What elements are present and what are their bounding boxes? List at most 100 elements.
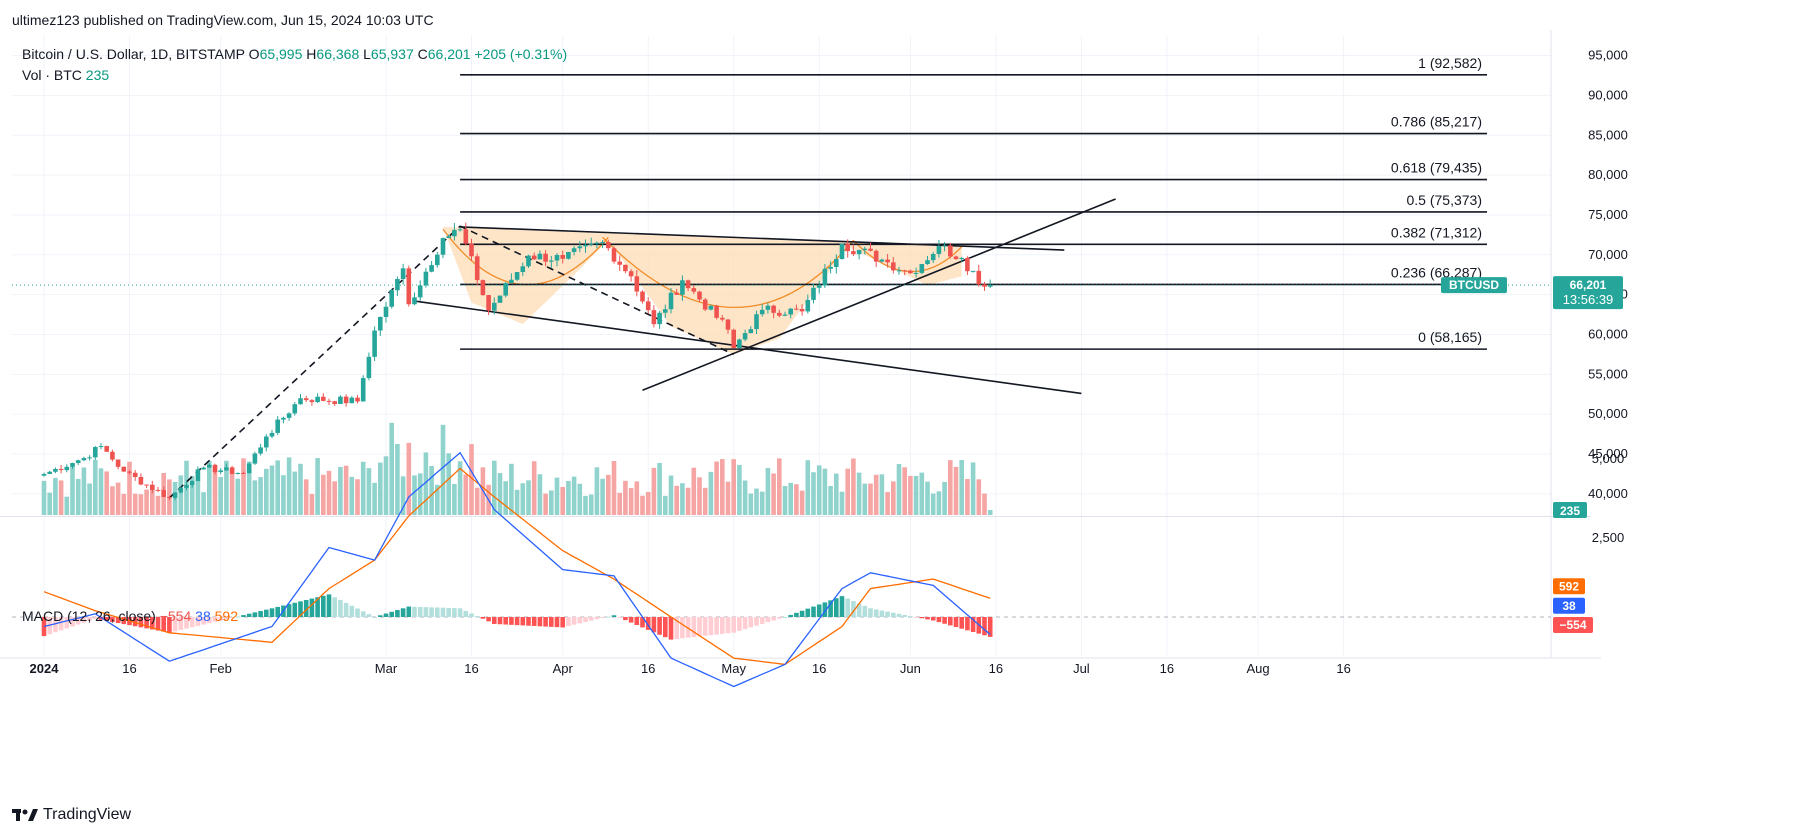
macd-histogram-bar	[172, 617, 178, 632]
candle-body	[189, 481, 195, 486]
macd-histogram-bar	[891, 612, 896, 617]
volume-bar	[275, 460, 280, 515]
volume-bar	[702, 487, 708, 515]
macd-histogram-bar	[845, 598, 850, 617]
macd-histogram-bar	[509, 617, 514, 625]
candle-body	[115, 459, 121, 467]
symbol-legend[interactable]: Bitcoin / U.S. Dollar, 1D, BITSTAMP O65,…	[22, 46, 567, 62]
candle-body	[623, 264, 628, 272]
candle-body	[155, 489, 161, 491]
candle-body	[862, 248, 868, 251]
candle-body	[486, 295, 491, 311]
volume-bar	[400, 476, 406, 515]
candle-body	[982, 284, 987, 287]
candle-body	[560, 255, 565, 259]
volume-bar	[919, 472, 925, 515]
volume-bar	[765, 468, 771, 515]
volume-bar	[856, 472, 862, 515]
candle-body	[144, 484, 149, 486]
candle-body	[372, 330, 377, 357]
price-tick-label: 45,000	[1588, 446, 1628, 461]
candle-body	[503, 283, 508, 296]
volume-bar	[355, 479, 360, 515]
macd-histogram-bar	[588, 617, 594, 621]
price-tick-label: 90,000	[1588, 87, 1628, 102]
time-tick-label: 16	[641, 661, 655, 676]
candle-body	[702, 299, 708, 310]
macd-histogram-bar	[474, 616, 480, 618]
volume-bars	[41, 422, 993, 515]
price-tick-label: 40,000	[1588, 486, 1628, 501]
volume-bar	[600, 478, 605, 515]
macd-histogram-bar	[400, 608, 406, 617]
candle-body	[691, 288, 697, 292]
macd-histogram-bar	[492, 617, 497, 624]
volume-bar	[207, 461, 212, 515]
tradingview-logo[interactable]: TradingView	[12, 806, 131, 824]
macd-histogram-bar	[207, 617, 212, 624]
macd-histogram-bar	[167, 617, 172, 633]
macd-tag	[1553, 617, 1593, 633]
volume-bar	[771, 473, 776, 515]
candle-body	[258, 447, 263, 454]
candle-body	[207, 464, 212, 468]
volume-legend[interactable]: Vol · BTC 235	[22, 67, 109, 83]
volume-bar	[492, 460, 497, 515]
time-axis[interactable]: 2024 16 Feb Mar 16 Apr 16 May 16 Jun 16 Jul 16 Aug 16	[30, 661, 1351, 676]
macd-legend[interactable]: MACD (12, 26, close) −554 38 592	[22, 608, 238, 624]
volume-bar	[668, 475, 674, 515]
macd-signal-line	[43, 467, 991, 666]
volume-bar	[908, 475, 913, 515]
candle-body	[805, 299, 811, 312]
volume-bar	[748, 493, 754, 515]
volume-bar	[948, 460, 953, 515]
volume-bar	[571, 476, 577, 515]
macd-histogram-bar	[81, 617, 87, 623]
volume-bar	[378, 462, 383, 515]
candle-body	[714, 305, 719, 318]
candle-body	[873, 250, 879, 262]
volume-bar	[104, 471, 109, 515]
volume-bar	[41, 480, 47, 515]
macd-histogram-bar	[269, 608, 275, 617]
candle-body	[64, 466, 70, 471]
macd-histogram-bar	[566, 617, 571, 627]
macd-histogram-bar	[161, 617, 166, 632]
volume-bar	[731, 459, 736, 515]
symbol-name: Bitcoin / U.S. Dollar, 1D, BITSTAMP	[22, 46, 245, 62]
candle-body	[925, 260, 930, 265]
volume-bar	[663, 495, 668, 515]
volume-bar	[309, 493, 315, 515]
volume-bar	[839, 491, 845, 515]
candle-body	[583, 244, 588, 247]
macd-histogram-bar	[275, 606, 280, 617]
candle-body	[600, 242, 605, 244]
candle-body	[628, 271, 634, 277]
macd-signal-value: 592	[214, 608, 238, 624]
macd-histogram-bar	[645, 617, 651, 630]
candle-body	[765, 305, 771, 310]
macd-histogram-bar	[913, 617, 919, 618]
candle-body	[720, 317, 725, 320]
volume-bar	[828, 485, 833, 515]
volume-bar	[788, 482, 793, 515]
macd-histogram-bar	[104, 617, 109, 621]
volume-bar	[389, 422, 394, 515]
candle-body	[708, 305, 714, 310]
volume-bar	[144, 489, 149, 515]
candle-body	[771, 305, 776, 313]
candle-body	[184, 485, 189, 488]
macd-histogram-bar	[777, 617, 782, 619]
volume-bar	[594, 467, 600, 515]
macd-histogram-bar	[583, 617, 588, 623]
candle-body	[264, 436, 269, 448]
brand-name: TradingView	[43, 806, 132, 823]
macd-histogram-bar	[309, 598, 315, 617]
volume-bar	[417, 473, 423, 515]
candle-body	[942, 245, 947, 247]
time-tick-label: 16	[464, 661, 478, 676]
volume-bar	[611, 460, 617, 515]
candle-body	[987, 285, 993, 287]
macd-histogram-bar	[816, 604, 822, 617]
